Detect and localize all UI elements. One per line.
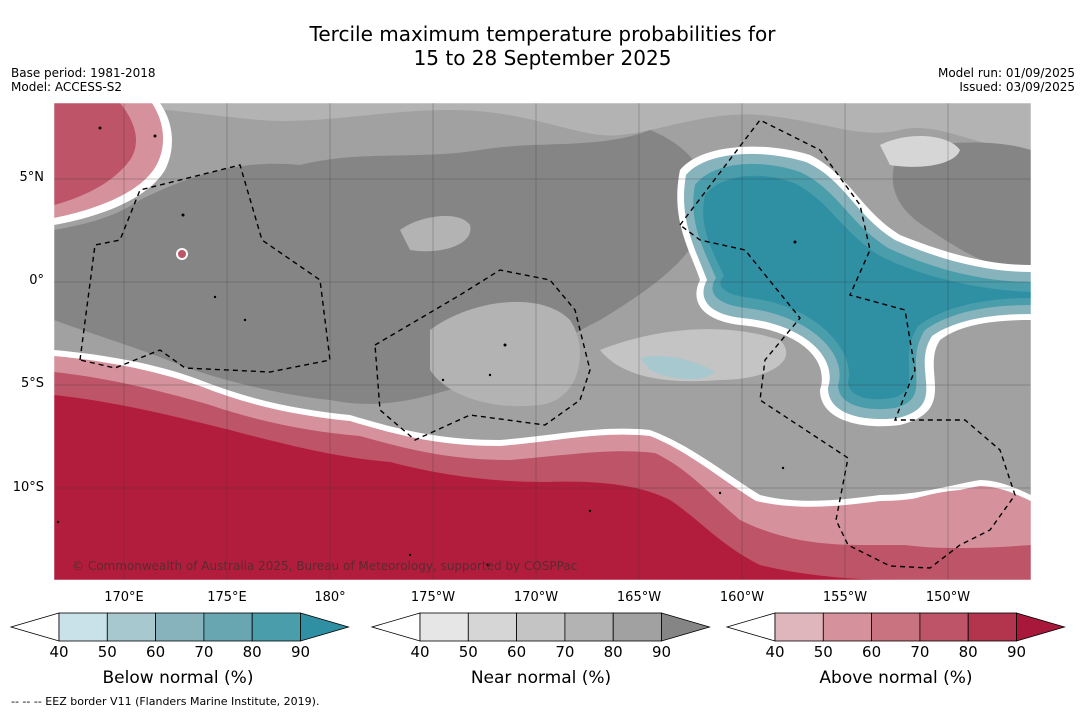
colorbar-below-min-extend xyxy=(9,612,60,642)
colorbar-near-segment xyxy=(564,612,614,642)
graticule xyxy=(54,103,1031,580)
model-run: Model run: 01/09/2025 xyxy=(937,66,1075,80)
probability-field xyxy=(54,103,1031,580)
colorbar-above-min-extend xyxy=(725,612,776,642)
above-normal-nw-70 xyxy=(54,103,136,205)
above-normal-90 xyxy=(54,395,900,580)
colorbar-above-tick: 50 xyxy=(813,643,833,661)
lon-label-150w: 150°W xyxy=(925,590,971,605)
eez-border-central xyxy=(374,269,591,441)
issued-date: Issued: 03/09/2025 xyxy=(959,80,1075,94)
colorbar-below-segment xyxy=(155,612,205,642)
lat-label-5n: 5°N xyxy=(19,170,45,185)
near-normal-pocket-southeast xyxy=(600,329,787,382)
colorbar-near-min-extend xyxy=(370,612,421,642)
title-line-1: Tercile maximum temperature probabilitie… xyxy=(309,22,776,46)
colorbar-near-segment xyxy=(467,612,517,642)
colorbar-below-tick: 70 xyxy=(194,643,214,661)
near-normal-light-band xyxy=(54,103,1031,150)
island-hotspot xyxy=(178,250,186,258)
colorbar-near-tick: 80 xyxy=(603,643,623,661)
meta-right: Model run: 01/09/2025 Issued: 03/09/2025 xyxy=(938,66,1075,94)
colorbar-below-tick: 40 xyxy=(49,643,69,661)
colorbar-near-tick: 90 xyxy=(651,643,672,661)
lon-label-180: 180° xyxy=(314,590,346,605)
colorbar-above-tick: 60 xyxy=(862,643,882,661)
colorbar-below-tick: 90 xyxy=(290,643,311,661)
colorbar-below-tick: 50 xyxy=(97,643,117,661)
islands xyxy=(56,126,797,567)
colorbar-near-max-extend xyxy=(661,612,711,642)
below-normal-pocket xyxy=(640,355,715,380)
colorbar-above-segment xyxy=(919,612,969,642)
colorbar-above-segment xyxy=(822,612,872,642)
meta-left: Base period: 1981-2018 Model: ACCESS-S2 xyxy=(11,66,156,94)
colorbar-above-tick: 90 xyxy=(1006,643,1027,661)
colorbar-near-segment xyxy=(419,612,469,642)
lon-label-160w: 160°W xyxy=(719,590,765,605)
lon-label-165w: 165°W xyxy=(616,590,662,605)
copyright-notice: © Commonwealth of Australia 2025, Bureau… xyxy=(72,559,578,573)
lon-label-170w: 170°W xyxy=(513,590,559,605)
near-normal-pocket-north xyxy=(400,215,471,252)
colorbar-title-near: Near normal (%) xyxy=(470,668,612,688)
colorbar-near-tick: 60 xyxy=(507,643,527,661)
eez-border-west xyxy=(79,164,331,373)
colorbar-near-segment xyxy=(516,612,566,642)
model-name: Model: ACCESS-S2 xyxy=(11,80,123,94)
colorbar-above-segment xyxy=(774,612,824,642)
colorbar-above-max-extend xyxy=(1016,612,1066,642)
eez-footnote: -- -- -- EEZ border V11 (Flanders Marine… xyxy=(11,695,320,708)
lon-label-175e: 175°E xyxy=(207,590,247,605)
colorbar-below-segment xyxy=(106,612,157,642)
base-period: Base period: 1981-2018 xyxy=(11,66,156,80)
near-normal-dark-east xyxy=(892,142,1031,270)
lat-label-10s: 10°S xyxy=(12,480,44,495)
lon-label-170e: 170°E xyxy=(104,590,144,605)
map-title: Tercile maximum temperature probabilitie… xyxy=(0,22,1085,70)
colorbar-title-below: Below normal (%) xyxy=(102,668,254,688)
colorbar-near-tick: 40 xyxy=(410,643,430,661)
colorbar-below-segment xyxy=(58,612,108,642)
above-normal-pocket-east xyxy=(879,489,1031,549)
colorbar-above-segment xyxy=(871,612,921,642)
below-normal-90 xyxy=(703,175,1031,400)
colorbar-below-segment xyxy=(203,612,253,642)
lon-label-175w: 175°W xyxy=(410,590,456,605)
colorbars xyxy=(9,612,1066,642)
colorbar-below-max-extend xyxy=(300,612,350,642)
map-frame xyxy=(53,102,1032,581)
colorbar-near-tick: 70 xyxy=(555,643,575,661)
colorbar-near-tick: 50 xyxy=(458,643,478,661)
colorbar-above-tick: 40 xyxy=(765,643,785,661)
colorbar-below-tick: 60 xyxy=(146,643,166,661)
title-line-2: 15 to 28 September 2025 xyxy=(413,46,672,70)
colorbar-below-segment xyxy=(251,612,301,642)
lat-label-0: 0° xyxy=(29,273,44,288)
colorbar-above-tick: 70 xyxy=(910,643,930,661)
colorbar-above-tick: 80 xyxy=(958,643,978,661)
colorbar-below-tick: 80 xyxy=(242,643,262,661)
near-normal-pocket-northeast xyxy=(880,135,960,167)
lat-label-5s: 5°S xyxy=(20,376,44,391)
colorbar-title-above: Above normal (%) xyxy=(819,668,973,688)
lon-label-155w: 155°W xyxy=(822,590,868,605)
colorbar-above-segment xyxy=(967,612,1017,642)
near-normal-pocket-central xyxy=(430,301,580,407)
colorbar-near-segment xyxy=(612,612,662,642)
eez-border-east xyxy=(679,119,1016,569)
